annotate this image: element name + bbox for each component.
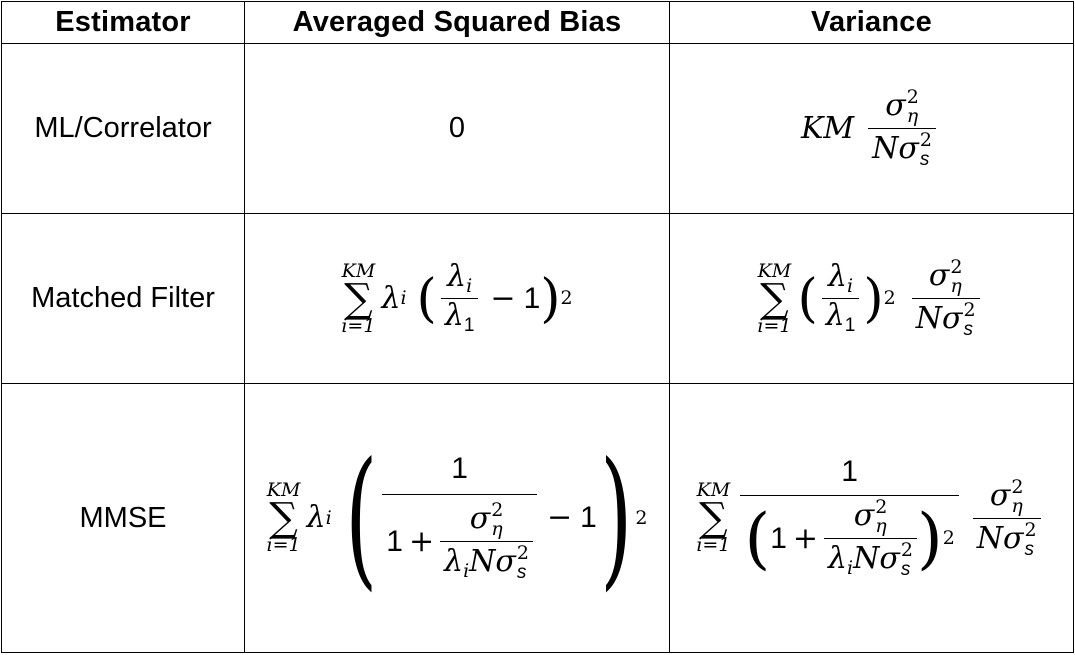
km-symbol: KM [801,110,855,146]
header-row: Estimator Averaged Squared Bias Variance [1,1,1074,44]
row-label-matched-filter: Matched Filter [1,213,245,384]
header-estimator: Estimator [1,1,245,44]
header-bias: Averaged Squared Bias [244,1,670,44]
bias-ml: 0 [244,43,670,214]
row-label-mmse: MMSE [1,383,245,653]
row-label-ml: ML/Correlator [1,43,245,214]
header-variance: Variance [669,1,1074,44]
bias-ml-value: 0 [448,112,466,144]
